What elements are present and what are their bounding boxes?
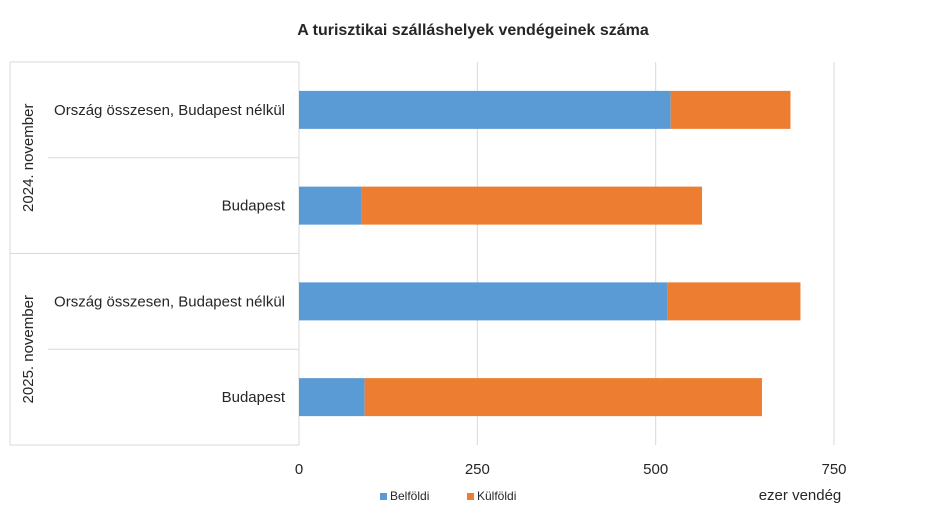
legend-swatch <box>467 493 474 500</box>
group-label: 2024. november <box>20 104 37 212</box>
legend-label: Belföldi <box>390 489 429 503</box>
chart-title: A turisztikai szálláshelyek vendégeinek … <box>297 22 649 39</box>
bar-külföldi <box>361 186 703 225</box>
bar-belföldi <box>299 186 362 225</box>
bar-belföldi <box>299 378 365 417</box>
x-tick-label: 500 <box>643 461 668 478</box>
legend-label: Külföldi <box>477 489 516 503</box>
x-tick-label: 750 <box>821 461 846 478</box>
legend-item-belföldi: Belföldi <box>380 489 429 503</box>
category-axis-frame <box>9 61 300 446</box>
group-label: 2025. november <box>20 295 37 403</box>
x-axis-label: ezer vendég <box>759 487 842 504</box>
category-label: Budapest <box>222 198 286 215</box>
category-label: Ország összesen, Budapest nélkül <box>54 293 285 310</box>
legend-swatch <box>380 493 387 500</box>
x-tick-labels: 0 250 500 750 <box>295 461 847 478</box>
bar-külföldi <box>667 282 801 321</box>
x-tick-label: 250 <box>465 461 490 478</box>
category-labels: Ország összesen, Budapest nélkül Budapest… <box>20 102 286 406</box>
category-label: Ország összesen, Budapest nélkül <box>54 102 285 119</box>
bar-belföldi <box>299 282 668 321</box>
category-label: Budapest <box>222 389 286 406</box>
legend: Belföldi Külföldi <box>380 489 516 503</box>
x-tick-label: 0 <box>295 461 303 478</box>
bar-külföldi <box>670 90 791 129</box>
legend-item-külföldi: Külföldi <box>467 489 516 503</box>
bars <box>299 90 801 417</box>
bar-külföldi <box>364 378 762 417</box>
bar-belföldi <box>299 90 671 129</box>
